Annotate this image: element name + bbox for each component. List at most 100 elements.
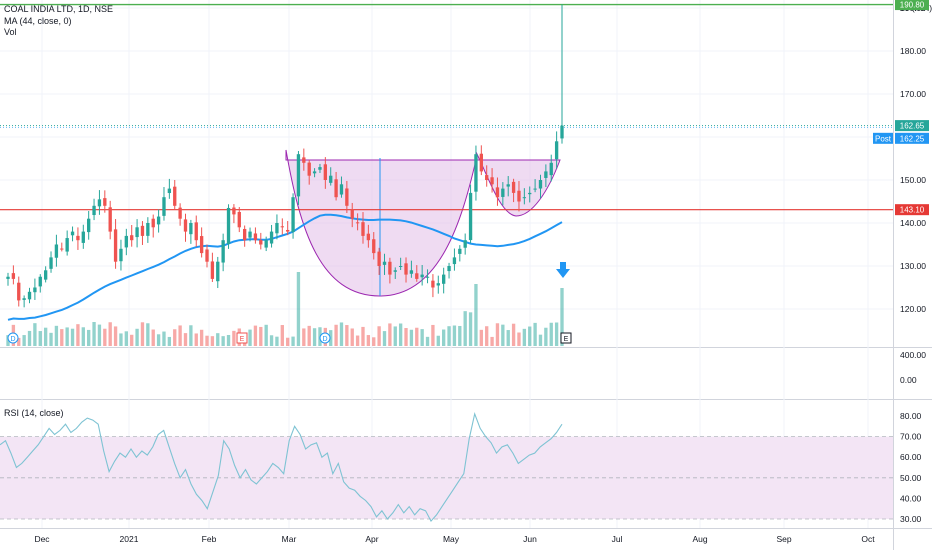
candle-body	[307, 162, 311, 176]
candle-body	[544, 171, 548, 178]
volume-bar	[43, 327, 48, 346]
svg-text:190.80: 190.80	[900, 1, 925, 10]
dividend-marker[interactable]: D	[319, 332, 331, 344]
ma-legend[interactable]: MA (44, close, 0)	[4, 16, 72, 27]
candle-body	[87, 218, 91, 233]
volume-bar	[194, 333, 198, 346]
volume-bar	[178, 325, 182, 346]
volume-bar	[339, 322, 344, 346]
candle-body	[156, 216, 161, 225]
candle-body	[189, 223, 193, 235]
price-tick-label: 150.00	[900, 175, 926, 185]
post-price-badge: Post 162.25	[873, 132, 929, 144]
candle-body	[323, 164, 328, 180]
candle-body	[286, 229, 290, 232]
candle-body	[11, 273, 16, 279]
rsi-tick-label: 40.00	[900, 493, 922, 503]
candle-body	[135, 227, 139, 238]
volume-bar	[189, 325, 193, 346]
candle-body	[183, 219, 188, 232]
candle-body	[226, 207, 231, 244]
volume-bar	[377, 326, 381, 346]
candle-body	[232, 207, 236, 215]
time-axis[interactable]: Dec 2021 Feb Mar Apr May Jun Jul Aug Sep Oct	[34, 534, 875, 544]
earnings-marker[interactable]: E	[236, 332, 248, 344]
volume-bar	[506, 330, 510, 346]
volume-bar	[173, 329, 177, 346]
volume-bar	[205, 335, 209, 346]
candle-body	[404, 263, 408, 275]
volume-bar	[404, 328, 408, 346]
rsi-tick-label: 70.00	[900, 432, 922, 442]
volume-bar	[420, 329, 424, 346]
volume-legend[interactable]: Vol	[4, 27, 17, 38]
candle-body	[97, 199, 102, 207]
volume-bar	[280, 325, 284, 346]
volume-bar	[393, 326, 397, 346]
volume-bar	[49, 332, 53, 346]
candle-body	[103, 198, 107, 206]
candle-body	[339, 184, 344, 195]
volume-bar	[307, 325, 311, 346]
volume-bar	[544, 327, 548, 346]
candle-body	[210, 261, 215, 279]
candle-body	[60, 248, 64, 250]
volume-bar	[27, 330, 32, 346]
candle-body	[264, 240, 268, 248]
candle-body	[517, 190, 521, 202]
resistance-price-badge: 190.80	[895, 0, 929, 11]
volume-bar	[248, 329, 252, 346]
svg-text:D: D	[322, 336, 327, 343]
candle-body	[485, 175, 489, 180]
volume-bar	[458, 325, 462, 346]
volume-bar	[286, 337, 290, 346]
candle-body	[511, 181, 516, 193]
volume-bar	[259, 326, 263, 346]
svg-text:162.65: 162.65	[900, 122, 925, 131]
candle-body	[43, 270, 48, 280]
rsi-legend[interactable]: RSI (14, close)	[4, 408, 64, 419]
volume-bar	[226, 334, 231, 346]
candle-body	[216, 261, 220, 282]
volume-bar	[355, 335, 360, 346]
candle-body	[490, 177, 494, 185]
candle-body	[199, 236, 204, 254]
ma-title: MA (44, close, 0)	[4, 16, 72, 26]
candle-body	[275, 223, 279, 234]
price-axis[interactable]: 190.00180.00170.00160.00150.00140.00130.…	[900, 3, 926, 524]
price-tick-label: 120.00	[900, 304, 926, 314]
volume-bar	[87, 329, 91, 346]
rsi-tick-label: 60.00	[900, 452, 922, 462]
candle-body	[22, 298, 26, 300]
candle-body	[436, 283, 440, 286]
candle-body	[130, 235, 134, 241]
volume-bar	[350, 328, 354, 346]
volume-tick-label: 0.00	[900, 375, 917, 385]
dividend-marker[interactable]: D	[7, 332, 19, 344]
volume-bar	[361, 326, 365, 346]
candle-body	[388, 261, 392, 275]
cup-and-handle-pattern	[285, 149, 561, 297]
price-tick-label: 170.00	[900, 89, 926, 99]
volume-bar	[382, 331, 387, 346]
earnings-marker[interactable]: E	[560, 332, 572, 344]
rsi-tick-label: 50.00	[900, 473, 922, 483]
candle-body	[280, 226, 284, 228]
candle-body	[296, 154, 301, 197]
candle-body	[124, 235, 128, 248]
time-tick-label: Dec	[34, 534, 50, 544]
candle-body	[355, 222, 360, 224]
volume-bar	[103, 328, 107, 346]
candle-body	[474, 154, 478, 192]
svg-text:143.10: 143.10	[900, 206, 925, 215]
candle-body	[415, 273, 419, 279]
volume-bar	[146, 323, 150, 346]
volume-bar	[199, 329, 204, 346]
symbol-legend[interactable]: COAL INDIA LTD, 1D, NSE	[4, 4, 113, 15]
candle-body	[237, 211, 241, 228]
candle-body	[522, 197, 527, 199]
volume-bar	[135, 328, 139, 346]
time-tick-label: Mar	[282, 534, 297, 544]
volume-bar	[162, 331, 166, 346]
